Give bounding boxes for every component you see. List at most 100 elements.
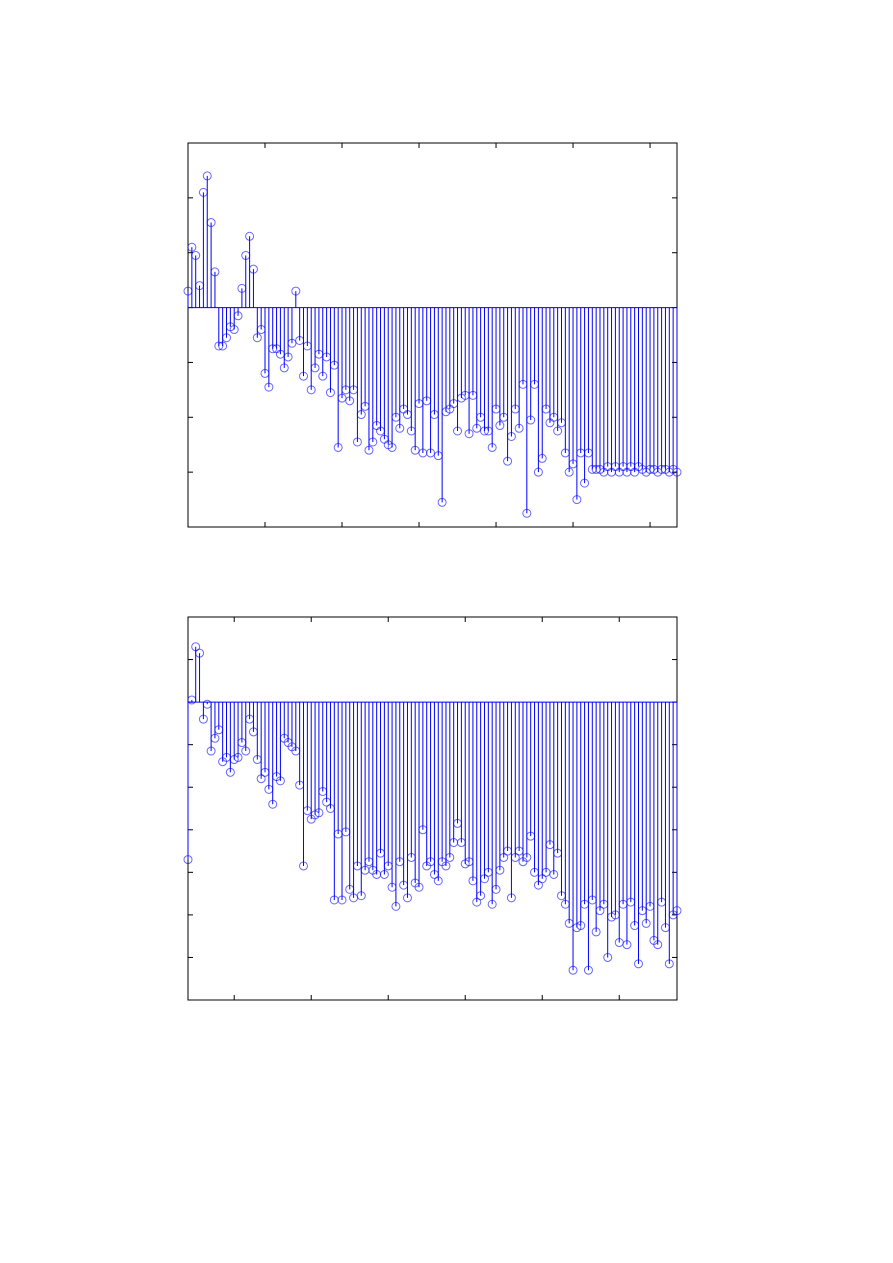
- stem-marker: [387, 442, 397, 452]
- stem-marker: [537, 453, 547, 463]
- stem-marker: [580, 478, 590, 488]
- stem-marker: [245, 231, 255, 241]
- stem-marker: [279, 363, 289, 373]
- stem-marker: [572, 495, 582, 505]
- stem-marker: [464, 429, 474, 439]
- stem-marker: [252, 333, 262, 343]
- stem-marker: [225, 767, 235, 777]
- stem-marker: [275, 776, 285, 786]
- stem-marker: [491, 884, 501, 894]
- stem-marker: [299, 861, 309, 871]
- stem-marker: [222, 333, 232, 343]
- stem-marker: [506, 431, 516, 441]
- stem-marker: [499, 852, 509, 862]
- stem-marker: [210, 733, 220, 743]
- stem-marker: [549, 869, 559, 879]
- stem-marker: [310, 363, 320, 373]
- stem-marker: [191, 250, 201, 260]
- stem-marker: [337, 393, 347, 403]
- stem-marker: [537, 874, 547, 884]
- stem-marker: [453, 426, 463, 436]
- stem-marker: [503, 456, 513, 466]
- stem-marker: [441, 861, 451, 871]
- stem-marker: [672, 906, 682, 916]
- stem-marker: [318, 371, 328, 381]
- stem-marker: [514, 423, 524, 433]
- stem-marker: [191, 642, 201, 652]
- stem-marker: [202, 171, 212, 181]
- stem-marker: [583, 965, 593, 975]
- stem-marker: [402, 893, 412, 903]
- stem-marker: [248, 264, 258, 274]
- stem-marker: [187, 242, 197, 252]
- stem-marker: [506, 893, 516, 903]
- stem-marker: [233, 752, 243, 762]
- stem-marker: [291, 286, 301, 296]
- stem-marker: [395, 423, 405, 433]
- stem-marker: [445, 852, 455, 862]
- stem-marker: [264, 382, 274, 392]
- stem-marker: [356, 410, 366, 420]
- stem-marker: [306, 385, 316, 395]
- stem-marker: [479, 874, 489, 884]
- stem-marker: [198, 714, 208, 724]
- stem-marker: [410, 445, 420, 455]
- stem-marker: [391, 901, 401, 911]
- stem-marker: [241, 746, 251, 756]
- stem-marker: [653, 940, 663, 950]
- stem-marker: [591, 927, 601, 937]
- stem-marker: [576, 921, 586, 931]
- stem-marker: [472, 897, 482, 907]
- stem-marker: [287, 338, 297, 348]
- stem-marker: [487, 899, 497, 909]
- stem-marker: [526, 415, 536, 425]
- stem-marker: [633, 959, 643, 969]
- stem-marker: [426, 448, 436, 458]
- stem-marker: [268, 799, 278, 809]
- stem-marker: [641, 918, 651, 928]
- stem-marker: [476, 891, 486, 901]
- stem-marker: [603, 952, 613, 962]
- stem-marker: [337, 895, 347, 905]
- stem-marker: [314, 808, 324, 818]
- stem-marker: [533, 880, 543, 890]
- stem-marker: [568, 965, 578, 975]
- stem-marker: [664, 959, 674, 969]
- stem-marker: [472, 423, 482, 433]
- stem-marker: [495, 421, 505, 431]
- stem-marker: [672, 467, 682, 477]
- stem-marker: [206, 746, 216, 756]
- stem-marker: [364, 445, 374, 455]
- stem-marker: [437, 497, 447, 507]
- stem-marker: [510, 852, 520, 862]
- stem-marker: [299, 371, 309, 381]
- stem-marker: [356, 891, 366, 901]
- stem-marker: [195, 648, 205, 658]
- stem-marker: [368, 437, 378, 447]
- stem-marker: [553, 426, 563, 436]
- stem-marker: [414, 882, 424, 892]
- stem-marker: [233, 311, 243, 321]
- stem-marker: [533, 467, 543, 477]
- stem-marker: [379, 869, 389, 879]
- stem-marker: [283, 352, 293, 362]
- stem-marker: [522, 508, 532, 518]
- stem-marker: [433, 876, 443, 886]
- stem-marker: [183, 855, 193, 865]
- stem-marker: [487, 442, 497, 452]
- stem-marker: [256, 774, 266, 784]
- stem-marker: [595, 906, 605, 916]
- stem-marker: [229, 325, 239, 335]
- stem-marker: [352, 437, 362, 447]
- stem-marker: [210, 267, 220, 277]
- stem-marker: [522, 852, 532, 862]
- stem-marker: [622, 940, 632, 950]
- stem-marker: [564, 467, 574, 477]
- stem-marker: [206, 218, 216, 228]
- stem-marker: [333, 442, 343, 452]
- stem-marker: [218, 341, 228, 351]
- stem-marker: [495, 865, 505, 875]
- stem-marker: [345, 396, 355, 406]
